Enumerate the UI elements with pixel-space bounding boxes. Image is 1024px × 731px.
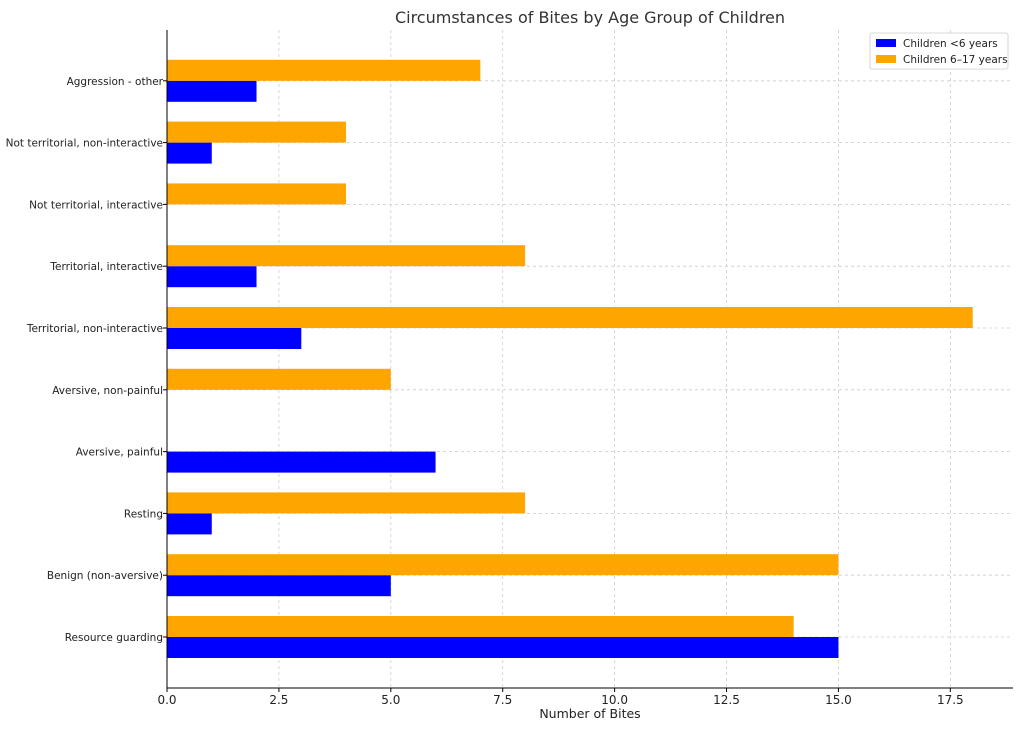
x-tick-label: 17.5: [937, 693, 964, 707]
legend-label: Children <6 years: [903, 38, 998, 50]
x-tick-label: 10.0: [601, 693, 628, 707]
bar-under6: [167, 80, 257, 102]
legend-swatch: [876, 39, 896, 47]
category-label: Not territorial, interactive: [29, 199, 163, 211]
bar-6to17: [167, 554, 839, 576]
bar-6to17: [167, 492, 526, 514]
category-label: Territorial, interactive: [49, 261, 163, 273]
bars: [167, 59, 973, 658]
x-tick-label: 0.0: [157, 693, 176, 707]
chart-title: Circumstances of Bites by Age Group of C…: [395, 8, 785, 27]
bar-6to17: [167, 59, 481, 81]
bar-under6: [167, 328, 302, 349]
category-label: Aversive, painful: [76, 447, 163, 459]
legend-box: [869, 32, 1009, 70]
bar-6to17: [167, 183, 347, 205]
bar-under6: [167, 575, 391, 597]
legend: Children <6 years Children 6–17 years: [869, 32, 1009, 70]
x-axis-label: Number of Bites: [539, 706, 640, 721]
bar-6to17: [167, 121, 347, 143]
x-tick-label: 2.5: [269, 693, 288, 707]
category-label: Resting: [124, 508, 163, 520]
bar-under6: [167, 266, 257, 288]
category-label: Territorial, non-interactive: [26, 323, 163, 335]
bar-6to17: [167, 307, 973, 328]
x-tick-label: 7.5: [493, 693, 512, 707]
bar-under6: [167, 513, 212, 535]
category-label: Not territorial, non-interactive: [6, 138, 163, 150]
category-label: Resource guarding: [65, 632, 163, 644]
bar-6to17: [167, 245, 526, 267]
bar-under6: [167, 142, 212, 164]
axes: [166, 30, 1013, 689]
category-label: Benign (non-aversive): [47, 570, 163, 582]
bar-under6: [167, 637, 839, 658]
bar-6to17: [167, 368, 391, 390]
x-tick-labels: 0.0 2.5 5.0 7.5 10.0 12.5 15.0 17.5: [157, 688, 964, 707]
bar-6to17: [167, 616, 794, 637]
legend-label: Children 6–17 years: [903, 54, 1008, 66]
category-label: Aversive, non-painful: [52, 385, 163, 397]
category-label: Aggression - other: [67, 76, 164, 88]
x-tick-label: 5.0: [381, 693, 400, 707]
x-tick-label: 12.5: [713, 693, 740, 707]
bar-under6: [167, 451, 436, 473]
x-tick-label: 15.0: [825, 693, 852, 707]
category-labels: Resource guarding Benign (non-aversive) Re…: [6, 76, 167, 644]
legend-swatch: [876, 55, 896, 63]
